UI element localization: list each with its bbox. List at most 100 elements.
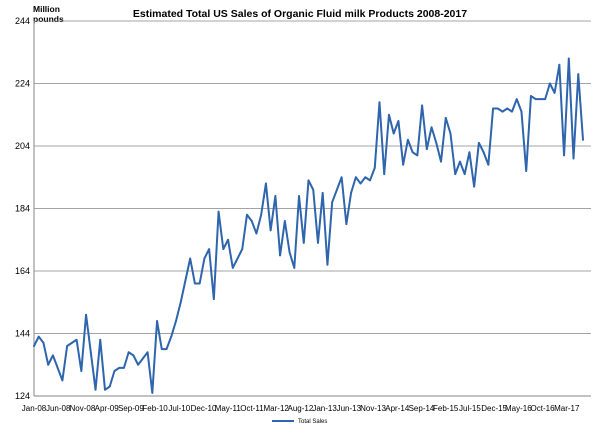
y-tick-label: 204	[15, 141, 30, 151]
data-point	[416, 154, 419, 157]
data-point	[151, 391, 154, 394]
data-point	[406, 138, 409, 141]
data-point	[369, 179, 371, 182]
data-point	[345, 223, 348, 226]
data-point	[520, 110, 523, 113]
data-point	[577, 73, 580, 76]
data-point	[454, 173, 457, 176]
data-point	[298, 195, 300, 197]
data-point	[421, 104, 423, 107]
x-tick-label: Aug-12	[287, 404, 313, 413]
data-point	[61, 379, 64, 382]
data-point	[321, 191, 324, 194]
data-point	[212, 298, 215, 301]
data-point	[236, 257, 239, 260]
data-point	[222, 248, 225, 251]
data-point	[141, 357, 144, 360]
data-point	[89, 351, 92, 354]
x-tick-label: Mar-17	[554, 404, 580, 413]
data-point	[511, 110, 513, 113]
data-point	[383, 173, 386, 176]
data-point	[482, 151, 485, 154]
x-tick-label: Jul-10	[168, 404, 190, 413]
data-point	[572, 157, 575, 160]
series-group	[33, 57, 584, 394]
data-point	[525, 170, 528, 172]
data-point	[567, 57, 570, 60]
y-axis-unit-label-line2: pounds	[33, 14, 64, 24]
data-point	[198, 282, 201, 285]
y-tick-label: 124	[15, 391, 30, 401]
x-tick-label: Oct-11	[240, 404, 264, 413]
data-point	[269, 229, 272, 232]
y-tick-label: 164	[15, 266, 30, 276]
data-point	[156, 320, 158, 322]
x-tick-label: Jul-15	[459, 404, 481, 413]
x-tick-label: May-16	[505, 404, 532, 413]
data-point	[515, 98, 518, 101]
y-axis-unit-label-line1: Million	[33, 4, 60, 14]
data-point	[194, 282, 196, 285]
data-point	[42, 341, 45, 344]
data-point	[160, 348, 163, 351]
data-point	[283, 220, 286, 222]
data-point	[473, 185, 476, 188]
x-tick-label: Apr-14	[385, 404, 410, 413]
data-point	[170, 335, 173, 338]
data-point	[108, 385, 111, 388]
data-point	[123, 366, 125, 369]
x-tick-label: Oct-16	[531, 404, 556, 413]
data-point	[66, 345, 69, 347]
data-point	[397, 120, 400, 122]
data-point	[146, 351, 149, 354]
data-point	[80, 370, 83, 372]
chart-title: Estimated Total US Sales of Organic Flui…	[133, 8, 467, 20]
data-point	[260, 213, 263, 216]
x-tick-label: Mar-12	[264, 404, 290, 413]
data-point	[548, 82, 551, 85]
data-point	[246, 213, 248, 216]
x-tick-label: Jun-08	[46, 404, 71, 413]
axes	[33, 21, 591, 397]
x-tick-label: Sep-09	[118, 404, 144, 413]
data-point	[539, 98, 542, 101]
series-points	[33, 57, 584, 394]
series-line-total-sales	[33, 57, 584, 394]
data-point	[302, 241, 305, 244]
data-point	[378, 101, 381, 104]
data-point	[501, 110, 504, 113]
data-point	[94, 388, 97, 391]
data-point	[449, 132, 452, 135]
x-tick-label: Jan-08	[22, 404, 47, 413]
x-tick-label: Feb-10	[142, 404, 168, 413]
data-point	[435, 141, 438, 144]
data-point	[530, 95, 532, 97]
data-point	[184, 279, 187, 282]
data-point	[279, 254, 282, 257]
y-tick-label: 184	[15, 204, 30, 214]
data-point	[544, 98, 547, 101]
x-tick-label: May-11	[215, 404, 242, 413]
y-tick-label: 144	[15, 329, 30, 339]
data-point	[444, 116, 447, 119]
data-point	[373, 166, 376, 169]
data-point	[317, 241, 319, 244]
data-point	[165, 348, 168, 351]
data-point	[582, 138, 584, 141]
data-point	[492, 107, 494, 110]
grid-lines	[34, 20, 591, 397]
data-point	[189, 257, 192, 260]
data-point	[75, 338, 78, 341]
data-point	[179, 301, 182, 304]
data-point	[359, 182, 362, 185]
x-tick-label: Dec-15	[481, 404, 507, 413]
data-point	[56, 366, 59, 369]
data-point	[350, 191, 352, 194]
data-point	[293, 266, 296, 269]
data-point	[70, 341, 73, 344]
data-point	[553, 91, 556, 94]
data-point	[430, 126, 433, 129]
data-point	[340, 176, 343, 179]
data-point	[563, 154, 565, 157]
